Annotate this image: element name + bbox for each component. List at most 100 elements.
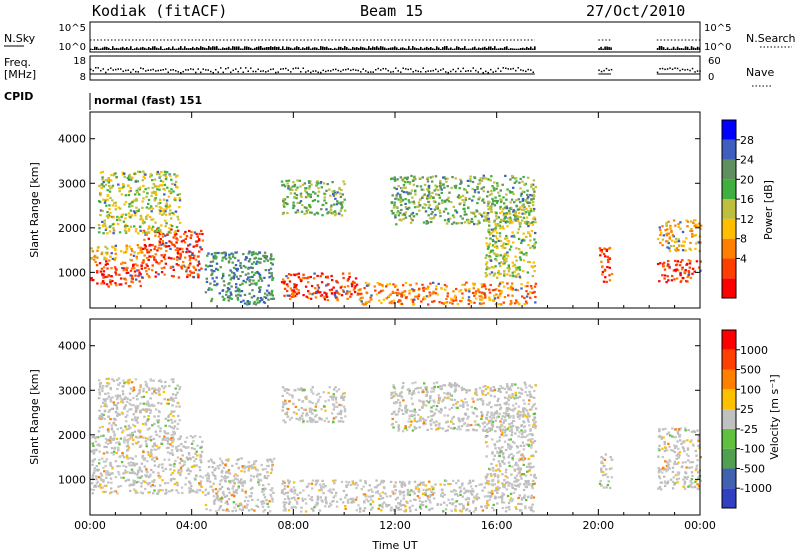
nsky-bar [300, 48, 302, 50]
echo-cell [209, 509, 212, 512]
echo-cell [378, 291, 381, 294]
echo-cell [355, 486, 358, 490]
echo-cell [514, 506, 517, 509]
echo-cell [506, 267, 509, 270]
echo-cell [379, 497, 383, 500]
echo-cell [111, 378, 114, 381]
echo-cell [228, 491, 231, 494]
echo-cell [129, 253, 133, 256]
echo-cell [148, 226, 151, 229]
echo-cell [474, 215, 477, 218]
echo-cell [451, 222, 454, 226]
echo-cell [185, 456, 189, 459]
echo-cell [160, 271, 164, 274]
echo-cell [474, 495, 478, 498]
echo-cell [112, 379, 116, 382]
echo-cell [324, 276, 328, 279]
echo-cell [271, 497, 274, 501]
echo-cell [330, 292, 334, 295]
echo-cell [124, 282, 128, 285]
echo-cell [287, 509, 291, 512]
echo-cell [134, 378, 138, 381]
echo-cell [240, 457, 243, 460]
echo-cell [531, 183, 535, 186]
freq-dot [327, 69, 329, 72]
echo-cell [125, 400, 129, 403]
echo-cell [521, 197, 525, 201]
echo-cell [150, 210, 153, 213]
freq-dot [152, 68, 154, 71]
echo-cell [502, 493, 506, 496]
echo-cell [401, 291, 404, 294]
echo-cell [215, 267, 218, 270]
echo-cell [499, 265, 502, 268]
echo-cell [433, 300, 436, 303]
echo-cell [93, 450, 96, 453]
echo-cell [194, 258, 198, 261]
echo-cell [265, 289, 269, 292]
echo-cell [534, 282, 538, 285]
echo-cell [447, 212, 450, 215]
echo-cell [364, 495, 367, 498]
echo-cell [322, 483, 325, 486]
echo-cell [309, 211, 312, 214]
echo-cell [692, 221, 695, 225]
echo-cell [97, 430, 101, 433]
echo-cell [312, 292, 316, 295]
echo-cell [400, 294, 403, 297]
echo-cell [376, 281, 379, 285]
echo-cell [387, 504, 391, 507]
echo-cell [255, 282, 258, 285]
echo-cell [406, 491, 410, 495]
echo-cell [486, 195, 489, 198]
echo-cell [325, 292, 328, 295]
echo-cell [333, 203, 336, 206]
echo-cell [187, 451, 191, 455]
echo-cell [139, 444, 143, 447]
echo-cell [125, 269, 128, 272]
echo-cell [133, 172, 136, 176]
echo-cell [229, 278, 232, 281]
echo-cell [110, 186, 114, 189]
echo-cell [411, 196, 414, 199]
echo-cell [186, 275, 189, 278]
echo-cell [263, 475, 267, 478]
echo-cell [329, 194, 332, 197]
echo-cell [416, 297, 420, 300]
echo-cell [99, 270, 103, 273]
echo-cell [497, 271, 500, 274]
nsky-bar [230, 48, 232, 50]
echo-cell [113, 434, 116, 437]
echo-cell [117, 383, 120, 386]
echo-cell [158, 388, 161, 391]
echo-cell [219, 457, 222, 460]
echo-cell [265, 257, 268, 260]
echo-cell [456, 302, 460, 306]
echo-cell [282, 281, 286, 284]
echo-cell [169, 224, 173, 227]
echo-cell [249, 276, 252, 279]
echo-cell [389, 293, 392, 296]
echo-cell [503, 258, 507, 261]
echo-cell [153, 387, 156, 390]
echo-cell [226, 476, 230, 479]
echo-cell [146, 273, 149, 276]
echo-cell [169, 468, 172, 471]
echo-cell [317, 392, 320, 395]
echo-cell [176, 229, 180, 232]
echo-cell [381, 506, 384, 509]
echo-cell [507, 501, 511, 505]
echo-cell [122, 393, 125, 396]
echo-cell [172, 378, 175, 381]
nsky-bar [326, 46, 328, 50]
echo-cell [97, 246, 100, 249]
echo-cell [128, 408, 131, 411]
echo-cell [171, 224, 174, 228]
echo-cell [215, 492, 218, 495]
echo-cell [225, 293, 228, 296]
echo-cell [409, 192, 412, 195]
echo-cell [509, 178, 512, 181]
y-tick-label: 3000 [58, 177, 86, 190]
echo-cell [432, 497, 436, 500]
echo-cell [237, 293, 240, 296]
